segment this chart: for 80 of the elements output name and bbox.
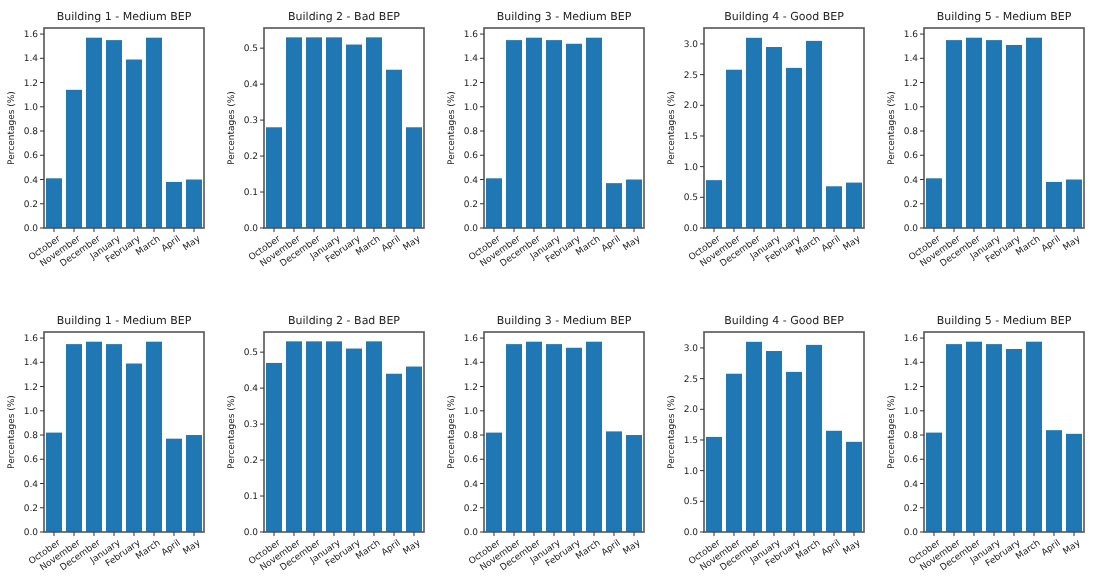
bar [1046, 181, 1062, 228]
bar [586, 341, 602, 532]
bar [386, 69, 402, 228]
bar [1046, 430, 1062, 532]
bar [506, 344, 522, 532]
bar [566, 43, 582, 228]
bar [806, 40, 822, 228]
bar [746, 341, 762, 532]
bar [846, 441, 862, 532]
bar [706, 436, 722, 532]
bar [806, 344, 822, 532]
bar [546, 344, 562, 532]
bar [986, 344, 1002, 532]
bar [526, 341, 542, 532]
bar [386, 373, 402, 532]
bar [606, 183, 622, 228]
bar [586, 37, 602, 228]
bar [146, 341, 162, 532]
bar [306, 37, 322, 228]
bar [406, 127, 422, 228]
bar [626, 179, 642, 228]
bar [926, 432, 942, 532]
bar [86, 37, 102, 228]
bar [486, 432, 502, 532]
bar [266, 362, 282, 532]
bar [46, 178, 62, 228]
bar [1006, 348, 1022, 532]
bar [966, 341, 982, 532]
bar [826, 186, 842, 228]
bar [286, 37, 302, 228]
bar [46, 432, 62, 532]
bar [706, 180, 722, 228]
bar [766, 47, 782, 228]
bar [326, 37, 342, 228]
bar [766, 351, 782, 532]
bar [266, 127, 282, 228]
bar [346, 44, 362, 228]
bar [346, 348, 362, 532]
bar [286, 341, 302, 532]
bar [926, 178, 942, 228]
bar [1066, 179, 1082, 228]
bar [726, 69, 742, 228]
bar [786, 371, 802, 532]
bar [746, 37, 762, 228]
bar [566, 347, 582, 532]
bar [366, 341, 382, 532]
bar [826, 430, 842, 532]
bar [486, 178, 502, 228]
bar [946, 344, 962, 532]
bar [786, 67, 802, 228]
bar [986, 40, 1002, 228]
bar [966, 37, 982, 228]
bar [606, 431, 622, 532]
bar [106, 40, 122, 228]
bar [946, 40, 962, 228]
bar [66, 344, 82, 532]
bar [86, 341, 102, 532]
bar [846, 182, 862, 228]
bar [166, 181, 182, 228]
bar [1066, 433, 1082, 532]
bar [1026, 37, 1042, 228]
bar [326, 341, 342, 532]
bar [126, 59, 142, 228]
bar [166, 438, 182, 532]
bar [506, 40, 522, 228]
bar [66, 89, 82, 228]
bar [626, 435, 642, 532]
bar [126, 363, 142, 532]
bar [186, 179, 202, 228]
bar [406, 366, 422, 532]
bar [726, 373, 742, 532]
bar [366, 37, 382, 228]
bar [1026, 341, 1042, 532]
bar [106, 344, 122, 532]
bar [186, 435, 202, 532]
bar [526, 37, 542, 228]
bar [546, 40, 562, 228]
bar [1006, 44, 1022, 228]
bar [306, 341, 322, 532]
bar [146, 37, 162, 228]
